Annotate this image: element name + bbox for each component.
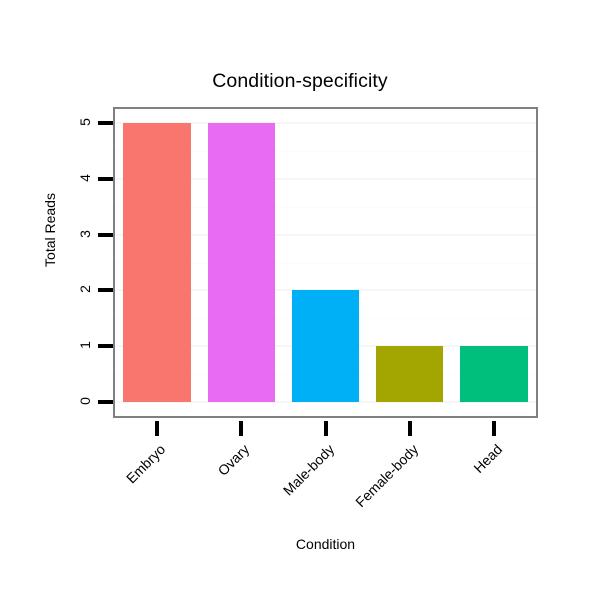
- y-tick-label: 2: [77, 285, 93, 294]
- x-tick-label: Embryo: [123, 441, 169, 487]
- y-tick-label: 0: [77, 397, 93, 405]
- y-tick-label: 4: [77, 173, 93, 182]
- x-tick-mark: [407, 421, 412, 436]
- y-tick-mark: [98, 232, 113, 237]
- bar-head[interactable]: [460, 346, 528, 403]
- x-tick-mark: [239, 421, 244, 436]
- bar-embryo[interactable]: [123, 122, 191, 403]
- x-tick-mark: [323, 421, 328, 436]
- chart-title: Condition-specificity: [212, 70, 388, 92]
- y-tick-mark: [98, 344, 113, 349]
- gridline-major: [115, 121, 536, 124]
- bar-male-body[interactable]: [291, 290, 360, 403]
- x-tick-label: Ovary: [214, 441, 253, 479]
- plot-panel: [113, 107, 538, 418]
- y-tick-mark: [98, 400, 113, 405]
- gridline-major: [115, 233, 536, 236]
- y-tick-label: 1: [77, 341, 93, 350]
- gridline-minor: [115, 206, 536, 208]
- gridline-major: [115, 177, 536, 180]
- y-tick-mark: [98, 176, 113, 181]
- x-tick-label: Head: [470, 441, 506, 476]
- gridline-minor: [115, 150, 536, 152]
- y-tick-mark: [98, 288, 113, 293]
- y-tick-mark: [98, 120, 113, 125]
- x-tick-label: Male-body: [279, 441, 337, 499]
- gridline-minor: [115, 262, 536, 264]
- bar-female-body[interactable]: [376, 346, 444, 403]
- x-tick-label: Female-body: [351, 441, 422, 511]
- x-tick-mark: [155, 421, 160, 436]
- y-tick-label: 3: [77, 229, 93, 238]
- y-axis-title: Total Reads: [42, 193, 58, 267]
- x-tick-mark: [491, 421, 496, 436]
- bars-group: [115, 109, 536, 416]
- bar-ovary[interactable]: [207, 122, 275, 403]
- x-axis-title: Condition: [295, 536, 356, 552]
- gridline-major: [115, 401, 536, 404]
- y-tick-label: 5: [77, 118, 93, 126]
